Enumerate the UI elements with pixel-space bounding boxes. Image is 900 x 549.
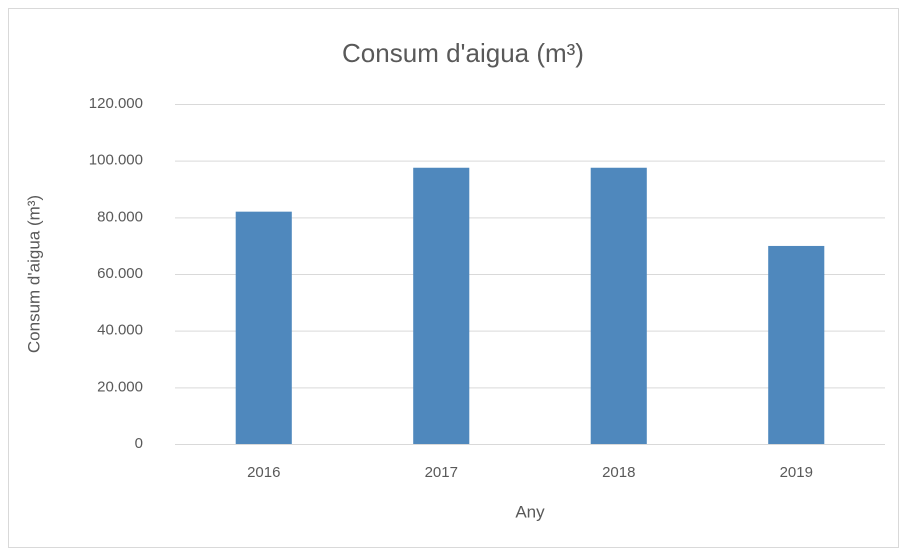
bar <box>590 167 647 444</box>
bar <box>235 211 292 444</box>
y-axis-label: Consum d'aigua (m³) <box>24 195 43 353</box>
chart-title: Consum d'aigua (m³) <box>342 38 584 68</box>
x-tick-label: 2019 <box>780 464 813 481</box>
y-tick-label: 120.000 <box>89 95 143 112</box>
bar <box>413 167 470 444</box>
y-tick-label: 0 <box>135 435 143 452</box>
x-tick-label: 2017 <box>425 464 458 481</box>
x-tick-label: 2016 <box>247 464 280 481</box>
bar <box>768 245 825 444</box>
y-tick-label: 20.000 <box>97 378 143 395</box>
y-tick-label: 100.000 <box>89 152 143 169</box>
x-axis-label: Any <box>515 502 545 521</box>
y-tick-label: 60.000 <box>97 265 143 282</box>
y-tick-label: 40.000 <box>97 322 143 339</box>
y-tick-label: 80.000 <box>97 208 143 225</box>
x-tick-label: 2018 <box>602 464 635 481</box>
